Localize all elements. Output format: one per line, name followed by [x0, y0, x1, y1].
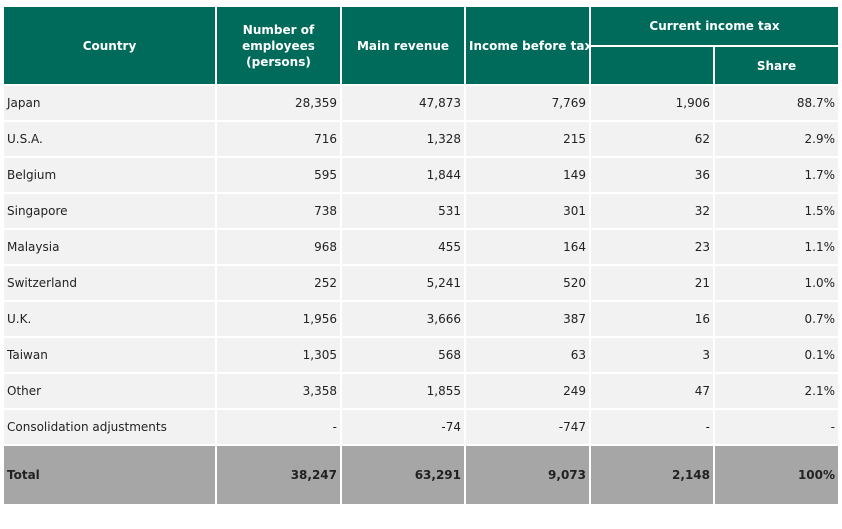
cell-employees: 3,358 — [215, 372, 342, 410]
cell-employees: 595 — [215, 156, 342, 194]
cell-income: 7,769 — [464, 84, 591, 122]
table-row: Switzerland 252 5,241 520 21 1.0% — [2, 264, 841, 302]
cell-employees: 1,305 — [215, 336, 342, 374]
cell-income: 149 — [464, 156, 591, 194]
cell-tax: 62 — [589, 120, 715, 158]
cell-share: 88.7% — [712, 84, 841, 122]
cell-income: 164 — [464, 228, 591, 266]
cell-income: 215 — [464, 120, 591, 158]
cell-revenue: 47,873 — [340, 84, 466, 122]
table-body: Japan 28,359 47,873 7,769 1,906 88.7% U.S.A. 71… — [2, 84, 841, 506]
cell-tax: 36 — [589, 156, 715, 194]
cell-country: U.K. — [2, 300, 217, 338]
cell-revenue: 5,241 — [340, 264, 466, 302]
cell-employees: 38,247 — [215, 444, 342, 506]
cell-income: 249 — [464, 372, 591, 410]
cell-tax: 2,148 — [589, 444, 715, 506]
cell-revenue: 3,666 — [340, 300, 466, 338]
cell-tax: 32 — [589, 192, 715, 230]
cell-share: 1.5% — [712, 192, 841, 230]
cell-tax: 3 — [589, 336, 715, 374]
table-row: U.K. 1,956 3,666 387 16 0.7% — [2, 300, 841, 338]
cell-share: 0.1% — [712, 336, 841, 374]
cell-share: 100% — [712, 444, 841, 506]
table-row: Taiwan 1,305 568 63 3 0.1% — [2, 336, 841, 374]
cell-share: - — [712, 408, 841, 446]
header-main-revenue: Main revenue — [340, 5, 466, 86]
table-row: Singapore 738 531 301 32 1.5% — [2, 192, 841, 230]
cell-country: Total — [2, 444, 217, 506]
cell-employees: 1,956 — [215, 300, 342, 338]
cell-tax: 23 — [589, 228, 715, 266]
cell-employees: 252 — [215, 264, 342, 302]
cell-income: 387 — [464, 300, 591, 338]
cell-tax: - — [589, 408, 715, 446]
table-row: Consolidation adjustments - -74 -747- - — [2, 408, 841, 446]
cell-share: 1.1% — [712, 228, 841, 266]
cell-employees: 968 — [215, 228, 342, 266]
cell-income: -747 — [464, 408, 591, 446]
income-tax-by-country-table: Country Number of employees (persons) Ma… — [2, 5, 841, 506]
cell-revenue: 568 — [340, 336, 466, 374]
cell-tax: 47 — [589, 372, 715, 410]
cell-employees: 716 — [215, 120, 342, 158]
header-tax-blank — [589, 45, 715, 86]
cell-employees: 738 — [215, 192, 342, 230]
cell-revenue: 63,291 — [340, 444, 466, 506]
header-current-income-tax: Current income tax — [588, 5, 841, 47]
cell-revenue: 1,844 — [340, 156, 466, 194]
cell-share: 1.0% — [712, 264, 841, 302]
cell-employees: 28,359 — [215, 84, 342, 122]
cell-country: Malaysia — [2, 228, 217, 266]
cell-country: Taiwan — [2, 336, 217, 374]
cell-share: 1.7% — [712, 156, 841, 194]
cell-tax: 21 — [589, 264, 715, 302]
table-row: Belgium 595 1,844 149 36 1.7% — [2, 156, 841, 194]
cell-share: 0.7% — [712, 300, 841, 338]
cell-income: 63 — [464, 336, 591, 374]
cell-employees: - — [215, 408, 342, 446]
cell-country: Switzerland — [2, 264, 217, 302]
cell-country: Belgium — [2, 156, 217, 194]
cell-country: U.S.A. — [2, 120, 217, 158]
header-share: Share — [712, 45, 841, 86]
cell-revenue: 455 — [340, 228, 466, 266]
cell-country: Consolidation adjustments — [2, 408, 217, 446]
cell-country: Other — [2, 372, 217, 410]
total-row: Total 38,247 63,291 9,073 2,148 100% — [2, 444, 841, 506]
table-row: Other 3,358 1,855 249 47 2.1% — [2, 372, 841, 410]
cell-income: 520 — [464, 264, 591, 302]
cell-income: 9,073 — [464, 444, 591, 506]
cell-revenue: -74 — [340, 408, 466, 446]
cell-country: Japan — [2, 84, 217, 122]
cell-revenue: 531 — [340, 192, 466, 230]
cell-tax: 16 — [589, 300, 715, 338]
header-employees: Number of employees (persons) — [215, 5, 342, 86]
cell-tax: 1,906 — [589, 84, 715, 122]
cell-income: 301 — [464, 192, 591, 230]
table-row: Malaysia 968 455 164 23 1.1% — [2, 228, 841, 266]
cell-revenue: 1,855 — [340, 372, 466, 410]
cell-share: 2.9% — [712, 120, 841, 158]
table-row: Japan 28,359 47,873 7,769 1,906 88.7% — [2, 84, 841, 122]
cell-revenue: 1,328 — [340, 120, 466, 158]
header-income-before-tax: Income before tax — [464, 5, 591, 86]
cell-country: Singapore — [2, 192, 217, 230]
header-country: Country — [2, 5, 217, 86]
table-row: U.S.A. 716 1,328 215 62 2.9% — [2, 120, 841, 158]
cell-share: 2.1% — [712, 372, 841, 410]
